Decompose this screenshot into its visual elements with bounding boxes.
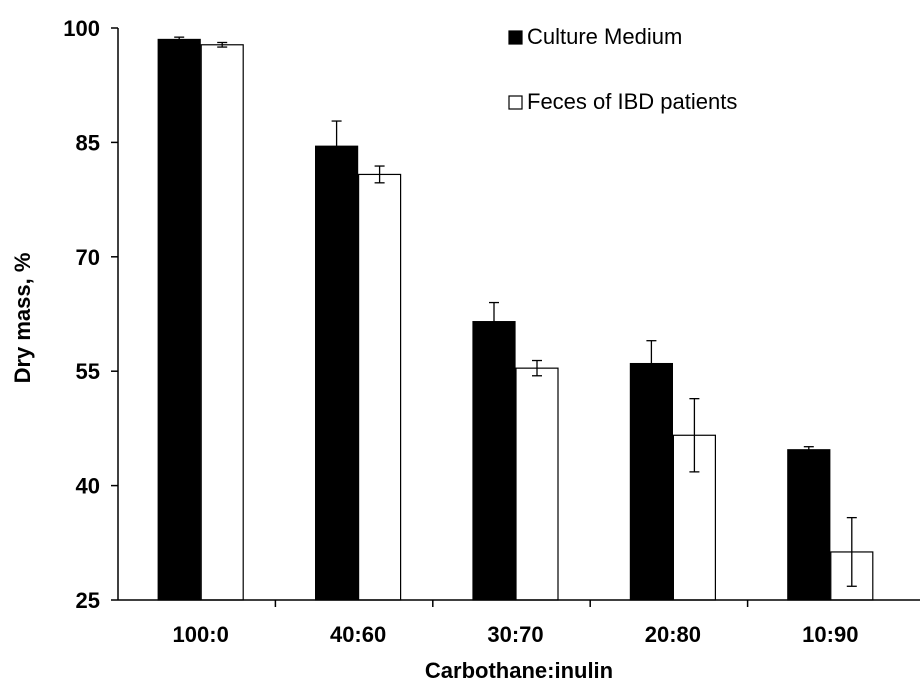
bar-feces-ibd [358,173,402,601]
y-tick-label: 70 [76,245,100,270]
x-axis-title: Carbothane:inulin [425,658,613,683]
bar-culture-medium [787,449,831,601]
y-tick-label: 100 [63,16,100,41]
x-tick-label: 10:90 [802,622,858,647]
bar-feces-ibd [200,44,244,601]
axes [111,27,920,607]
error-bar [532,359,542,377]
legend-label: Culture Medium [527,24,682,49]
error-bar [646,340,657,364]
y-tick-label: 40 [76,474,100,499]
error-bar [803,446,814,450]
bar-culture-medium [157,38,201,601]
bar-culture-medium [472,321,516,601]
legend: Culture Medium Feces of IBD patients [508,24,737,114]
y-tick-label: 55 [76,359,100,384]
y-tick-label: 25 [76,588,100,613]
error-bar [331,120,342,147]
x-tick-label: 30:70 [487,622,543,647]
error-bar [374,165,385,184]
error-bar [846,516,857,587]
bars [157,36,874,601]
bar-culture-medium [315,145,359,601]
x-tick-label: 40:60 [330,622,386,647]
x-tick-label: 100:0 [173,622,229,647]
tick-labels: 25 40 55 70 85 100 100:0 40:60 30:70 20:80 10:90 [63,16,858,647]
x-tick-label: 20:80 [645,622,701,647]
error-bar [174,36,185,40]
error-bar [217,41,228,48]
y-axis-title: Dry mass, % [10,253,35,384]
legend-label: Feces of IBD patients [527,89,737,114]
error-bar [489,301,499,322]
bar-culture-medium [629,362,674,601]
y-tick-label: 85 [76,130,100,155]
bar-feces-ibd [515,367,559,601]
error-bar [689,398,700,473]
legend-swatch [508,30,523,45]
legend-swatch [508,95,523,110]
